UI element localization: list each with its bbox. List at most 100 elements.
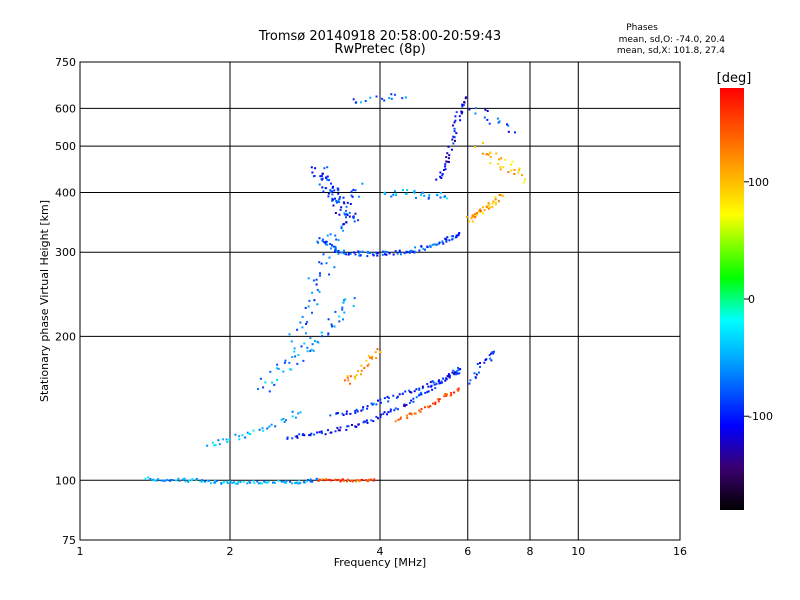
data-point bbox=[309, 478, 312, 481]
data-point bbox=[332, 198, 334, 201]
data-point bbox=[326, 178, 329, 181]
data-point bbox=[431, 380, 434, 383]
data-point bbox=[437, 380, 440, 383]
data-point bbox=[473, 372, 476, 375]
data-point bbox=[434, 401, 437, 404]
colorbar bbox=[720, 88, 744, 510]
data-point bbox=[263, 480, 266, 483]
data-point bbox=[418, 409, 420, 412]
data-point bbox=[491, 205, 494, 208]
data-point bbox=[346, 425, 349, 428]
data-point bbox=[288, 333, 291, 336]
x-axis-label: Frequency [MHz] bbox=[334, 556, 426, 569]
data-point bbox=[366, 364, 369, 367]
data-point bbox=[470, 217, 473, 220]
data-point bbox=[269, 370, 272, 373]
data-point bbox=[449, 394, 452, 397]
data-point bbox=[475, 214, 478, 217]
data-point bbox=[346, 214, 349, 216]
data-point bbox=[390, 97, 393, 100]
data-point bbox=[309, 337, 312, 340]
data-point bbox=[312, 279, 315, 282]
data-point bbox=[447, 161, 450, 163]
data-point bbox=[331, 325, 333, 328]
data-point bbox=[346, 201, 349, 204]
data-point bbox=[455, 234, 458, 237]
data-point bbox=[451, 138, 454, 141]
data-point bbox=[220, 482, 223, 485]
x-tick-label: 1 bbox=[77, 545, 84, 558]
data-point bbox=[379, 416, 382, 419]
data-point bbox=[330, 247, 332, 250]
data-point bbox=[424, 248, 426, 251]
data-point bbox=[320, 175, 323, 177]
data-point bbox=[277, 367, 280, 370]
data-point bbox=[461, 103, 464, 106]
data-point bbox=[184, 480, 187, 483]
data-point bbox=[277, 479, 280, 482]
data-point bbox=[319, 175, 322, 178]
data-point bbox=[379, 398, 382, 401]
data-point bbox=[444, 165, 447, 168]
data-point bbox=[427, 385, 430, 388]
data-point bbox=[415, 196, 417, 199]
data-point bbox=[299, 321, 302, 324]
data-point bbox=[489, 357, 492, 360]
data-point bbox=[443, 395, 446, 398]
data-point bbox=[361, 478, 363, 481]
data-point bbox=[320, 432, 323, 435]
data-point bbox=[507, 171, 510, 174]
data-point bbox=[406, 189, 409, 192]
data-point bbox=[374, 351, 377, 354]
data-point bbox=[492, 352, 495, 355]
data-point bbox=[241, 434, 244, 437]
data-point bbox=[213, 479, 216, 482]
colorbar-label: [deg] bbox=[717, 71, 752, 86]
data-point bbox=[441, 381, 443, 384]
data-point bbox=[237, 481, 240, 483]
data-point bbox=[367, 478, 370, 481]
data-point bbox=[316, 288, 319, 291]
data-point bbox=[355, 374, 358, 377]
data-point bbox=[157, 478, 160, 481]
data-point bbox=[298, 479, 300, 482]
data-point bbox=[454, 139, 456, 142]
data-point bbox=[346, 478, 349, 481]
data-point bbox=[331, 186, 334, 189]
data-point bbox=[457, 366, 459, 369]
data-point bbox=[355, 101, 358, 104]
data-point bbox=[475, 373, 478, 376]
chart-title: Tromsø 20140918 20:58:00-20:59:43 bbox=[258, 29, 501, 44]
data-point bbox=[389, 410, 392, 413]
data-point bbox=[476, 212, 479, 215]
data-point bbox=[308, 434, 311, 437]
data-point bbox=[472, 213, 475, 216]
data-point bbox=[403, 405, 406, 408]
data-point bbox=[479, 210, 482, 212]
data-point bbox=[306, 346, 309, 349]
data-point bbox=[454, 371, 457, 374]
data-point bbox=[337, 250, 340, 252]
data-point bbox=[439, 171, 442, 174]
data-point bbox=[291, 410, 294, 413]
data-point bbox=[328, 256, 331, 259]
data-point bbox=[458, 232, 461, 234]
data-point bbox=[489, 151, 492, 154]
data-point bbox=[309, 349, 312, 352]
data-point bbox=[442, 377, 445, 380]
data-point bbox=[320, 178, 323, 181]
data-point bbox=[307, 277, 310, 280]
data-point bbox=[285, 419, 287, 422]
data-point bbox=[372, 420, 375, 423]
data-point bbox=[479, 208, 482, 211]
data-point bbox=[423, 194, 426, 197]
data-point bbox=[383, 397, 386, 400]
data-point bbox=[302, 359, 305, 362]
data-point bbox=[248, 432, 250, 435]
data-point bbox=[413, 191, 416, 194]
data-point bbox=[447, 373, 450, 376]
data-point bbox=[354, 212, 357, 215]
data-point bbox=[239, 481, 242, 484]
data-point bbox=[361, 408, 364, 411]
data-point bbox=[354, 189, 357, 192]
